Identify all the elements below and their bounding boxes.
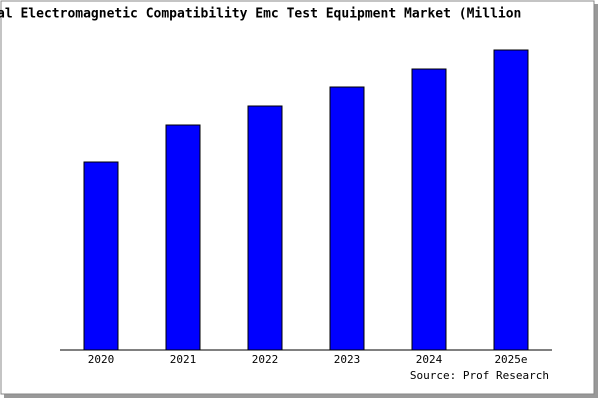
source: Source: Prof Research xyxy=(410,369,549,382)
x-tick-label: 2022 xyxy=(252,353,279,366)
bar xyxy=(165,124,201,351)
x-tick-label: 2024 xyxy=(416,353,443,366)
chart-title: al Electromagnetic Compatibility Emc Tes… xyxy=(0,7,521,22)
plot-area xyxy=(60,45,552,350)
bar xyxy=(411,68,447,351)
x-tick-label: 2020 xyxy=(88,353,115,366)
bar xyxy=(247,105,283,351)
x-tick-label: 2023 xyxy=(334,353,361,366)
bar xyxy=(83,161,119,351)
bar xyxy=(329,86,365,351)
x-tick-label: 2021 xyxy=(170,353,197,366)
x-tick-label: 2025e xyxy=(494,353,527,366)
bar xyxy=(493,49,529,351)
